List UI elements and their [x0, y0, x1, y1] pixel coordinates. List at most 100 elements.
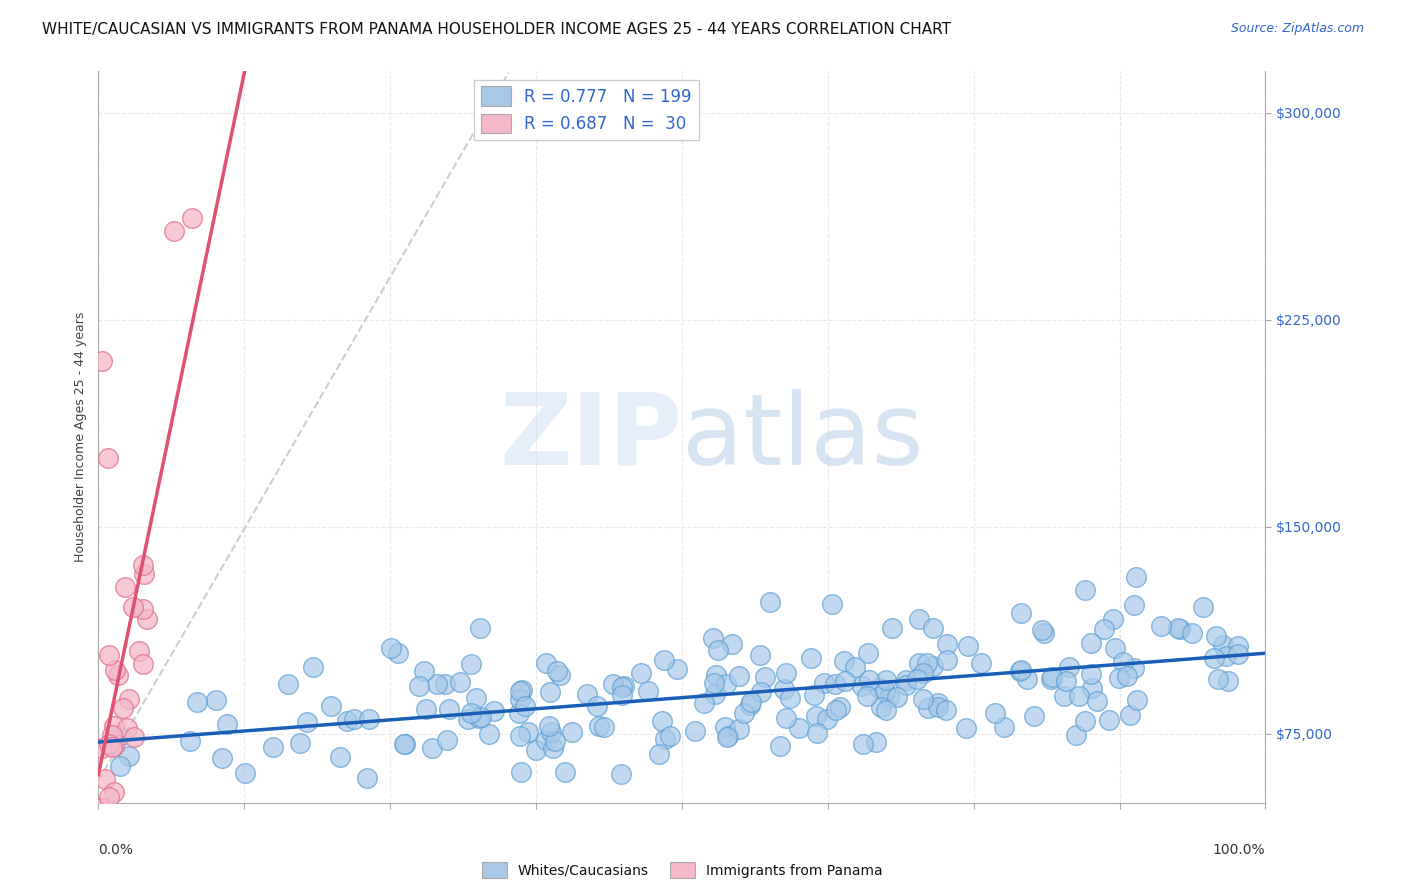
Point — [1227, 639, 1250, 653]
Point — [905, 672, 928, 686]
Point — [524, 742, 547, 756]
Point — [509, 691, 531, 706]
Point — [413, 664, 436, 678]
Point — [97, 648, 120, 662]
Point — [856, 689, 879, 703]
Point — [1074, 583, 1097, 598]
Point — [180, 211, 202, 225]
Point — [666, 662, 689, 676]
Point — [1031, 624, 1053, 638]
Point — [911, 666, 934, 681]
Point — [1104, 640, 1126, 655]
Point — [787, 721, 810, 735]
Point — [1125, 570, 1147, 584]
Point — [437, 701, 460, 715]
Point — [103, 719, 125, 733]
Point — [211, 751, 233, 765]
Point — [538, 684, 561, 698]
Point — [610, 680, 633, 694]
Point — [509, 764, 531, 779]
Point — [1181, 625, 1204, 640]
Point — [110, 758, 132, 772]
Point — [534, 732, 557, 747]
Point — [803, 688, 825, 702]
Point — [648, 747, 671, 761]
Point — [335, 714, 357, 729]
Point — [468, 711, 491, 725]
Text: WHITE/CAUCASIAN VS IMMIGRANTS FROM PANAMA HOUSEHOLDER INCOME AGES 25 - 44 YEARS : WHITE/CAUCASIAN VS IMMIGRANTS FROM PANAM… — [42, 22, 952, 37]
Point — [387, 646, 409, 660]
Point — [759, 595, 782, 609]
Point — [1053, 690, 1076, 704]
Point — [426, 677, 449, 691]
Point — [772, 682, 794, 697]
Text: Source: ZipAtlas.com: Source: ZipAtlas.com — [1230, 22, 1364, 36]
Point — [394, 737, 416, 751]
Point — [561, 725, 583, 739]
Point — [122, 731, 145, 745]
Point — [873, 683, 896, 698]
Point — [1098, 713, 1121, 727]
Point — [830, 699, 852, 714]
Point — [602, 677, 624, 691]
Point — [1150, 619, 1173, 633]
Point — [90, 801, 112, 815]
Point — [436, 733, 458, 747]
Point — [1168, 622, 1191, 636]
Point — [908, 612, 931, 626]
Y-axis label: Householder Income Ages 25 - 44 years: Householder Income Ages 25 - 44 years — [75, 312, 87, 562]
Point — [509, 729, 531, 743]
Point — [717, 729, 740, 743]
Point — [720, 637, 742, 651]
Point — [970, 656, 993, 670]
Point — [90, 801, 112, 815]
Point — [1069, 689, 1091, 703]
Point — [870, 700, 893, 714]
Point — [478, 727, 501, 741]
Point — [420, 740, 443, 755]
Point — [852, 737, 875, 751]
Point — [768, 739, 790, 753]
Point — [508, 706, 530, 720]
Point — [956, 640, 979, 654]
Point — [716, 730, 738, 744]
Point — [204, 693, 226, 707]
Point — [728, 669, 751, 683]
Point — [104, 663, 127, 677]
Point — [534, 656, 557, 670]
Point — [856, 646, 879, 660]
Point — [101, 728, 124, 742]
Point — [714, 676, 737, 690]
Point — [815, 712, 838, 726]
Point — [779, 690, 801, 705]
Point — [1074, 714, 1097, 728]
Point — [434, 677, 457, 691]
Point — [651, 714, 673, 728]
Point — [1102, 612, 1125, 626]
Point — [733, 706, 755, 720]
Point — [1092, 622, 1115, 636]
Point — [1039, 672, 1062, 686]
Point — [1054, 674, 1077, 689]
Point — [392, 737, 415, 751]
Point — [114, 580, 136, 594]
Point — [1205, 629, 1227, 643]
Point — [702, 631, 724, 645]
Point — [1080, 667, 1102, 681]
Point — [357, 712, 380, 726]
Point — [470, 710, 492, 724]
Point — [728, 722, 751, 736]
Point — [541, 741, 564, 756]
Point — [1226, 648, 1249, 662]
Point — [103, 785, 125, 799]
Point — [585, 698, 607, 713]
Point — [408, 679, 430, 693]
Point — [868, 681, 890, 695]
Point — [277, 676, 299, 690]
Point — [98, 790, 121, 805]
Point — [1112, 655, 1135, 669]
Point — [922, 658, 945, 673]
Text: ZIP: ZIP — [499, 389, 682, 485]
Point — [637, 684, 659, 698]
Point — [112, 700, 135, 714]
